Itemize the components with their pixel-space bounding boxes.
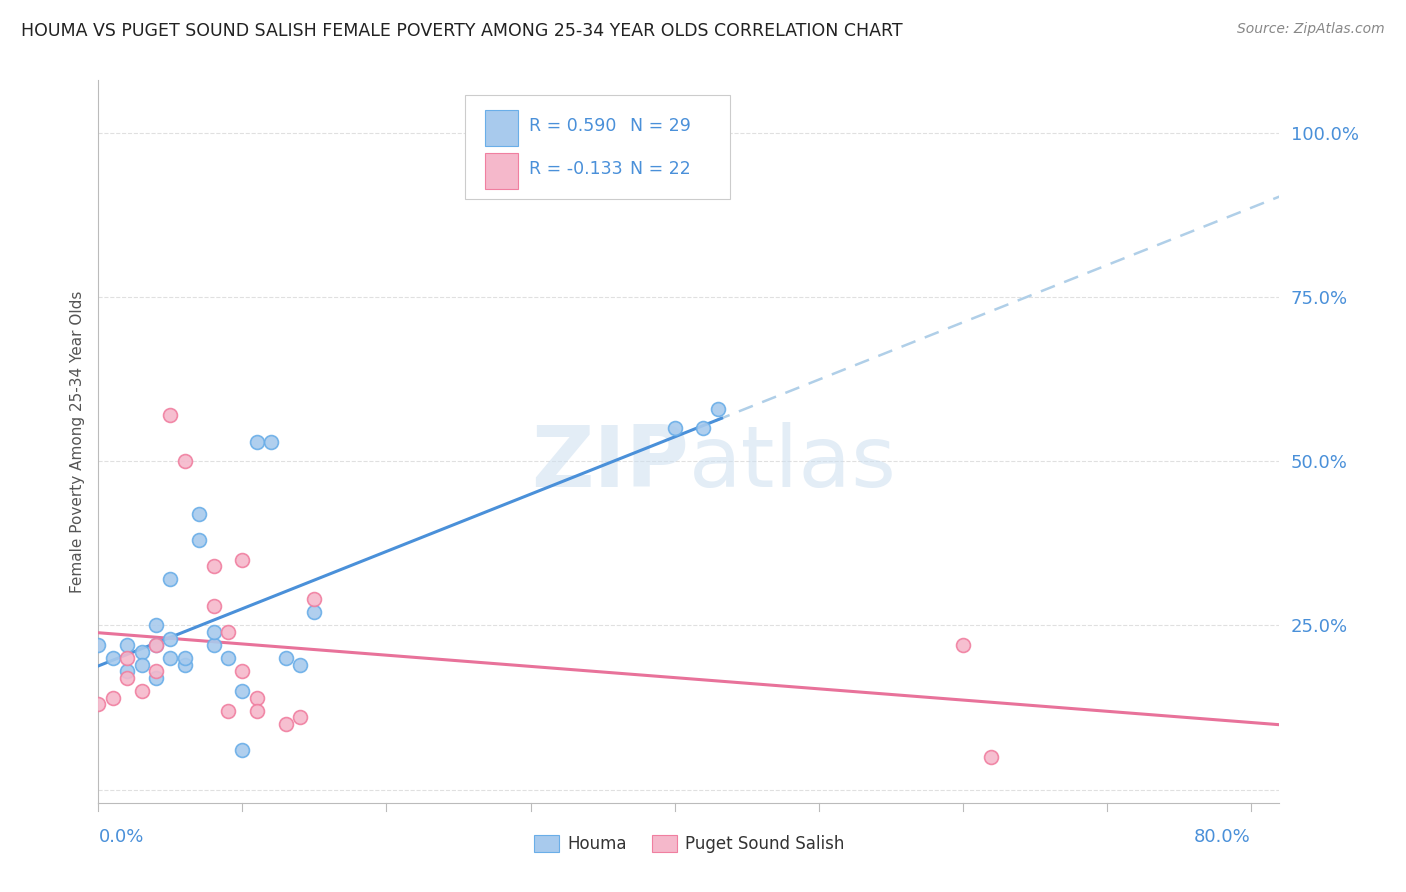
Point (159, 632, 181, 646)
Point (145, 671, 167, 685)
Point (115, 671, 138, 685)
Point (246, 704, 269, 718)
Point (260, 434, 283, 449)
Point (115, 665, 138, 679)
Point (101, 651, 124, 665)
Point (202, 559, 225, 574)
Point (246, 434, 269, 449)
Point (188, 533, 211, 547)
Point (159, 409, 181, 423)
Point (115, 638, 138, 652)
Point (304, 605, 326, 619)
Text: N = 29: N = 29 (630, 117, 690, 135)
Point (159, 651, 181, 665)
Point (231, 684, 253, 698)
Point (231, 743, 253, 757)
Point (246, 690, 269, 705)
Point (952, 638, 974, 652)
Point (173, 657, 195, 672)
Point (304, 592, 326, 607)
Point (274, 651, 297, 665)
Point (145, 638, 167, 652)
Legend: Houma, Puget Sound Salish: Houma, Puget Sound Salish (527, 828, 851, 860)
Text: 0.0%: 0.0% (98, 828, 143, 847)
Point (692, 421, 714, 435)
FancyBboxPatch shape (485, 153, 517, 189)
Point (131, 645, 153, 659)
FancyBboxPatch shape (485, 110, 517, 145)
Point (87, 638, 110, 652)
Point (202, 599, 225, 613)
Text: N = 22: N = 22 (630, 161, 690, 178)
Point (131, 684, 153, 698)
Point (288, 710, 311, 724)
Point (231, 553, 253, 567)
Y-axis label: Female Poverty Among 25-34 Year Olds: Female Poverty Among 25-34 Year Olds (69, 291, 84, 592)
Point (288, 657, 311, 672)
Point (87, 698, 110, 712)
Point (706, 401, 728, 416)
Point (274, 717, 297, 731)
Point (131, 657, 153, 672)
Point (664, 421, 686, 435)
Text: 80.0%: 80.0% (1194, 828, 1251, 847)
Point (202, 638, 225, 652)
Point (217, 651, 239, 665)
Point (159, 573, 181, 587)
Point (173, 454, 195, 468)
Point (217, 625, 239, 640)
Text: HOUMA VS PUGET SOUND SALISH FEMALE POVERTY AMONG 25-34 YEAR OLDS CORRELATION CHA: HOUMA VS PUGET SOUND SALISH FEMALE POVER… (21, 22, 903, 40)
Point (115, 651, 138, 665)
Point (145, 618, 167, 632)
Point (145, 638, 167, 652)
Text: Source: ZipAtlas.com: Source: ZipAtlas.com (1237, 22, 1385, 37)
Point (980, 749, 1002, 764)
Text: R = 0.590: R = 0.590 (530, 117, 617, 135)
FancyBboxPatch shape (464, 95, 730, 200)
Point (231, 665, 253, 679)
Text: R = -0.133: R = -0.133 (530, 161, 623, 178)
Point (188, 507, 211, 521)
Text: atlas: atlas (689, 422, 897, 505)
Point (145, 665, 167, 679)
Text: ZIP: ZIP (531, 422, 689, 505)
Point (217, 704, 239, 718)
Point (101, 690, 124, 705)
Point (173, 651, 195, 665)
Point (202, 625, 225, 640)
